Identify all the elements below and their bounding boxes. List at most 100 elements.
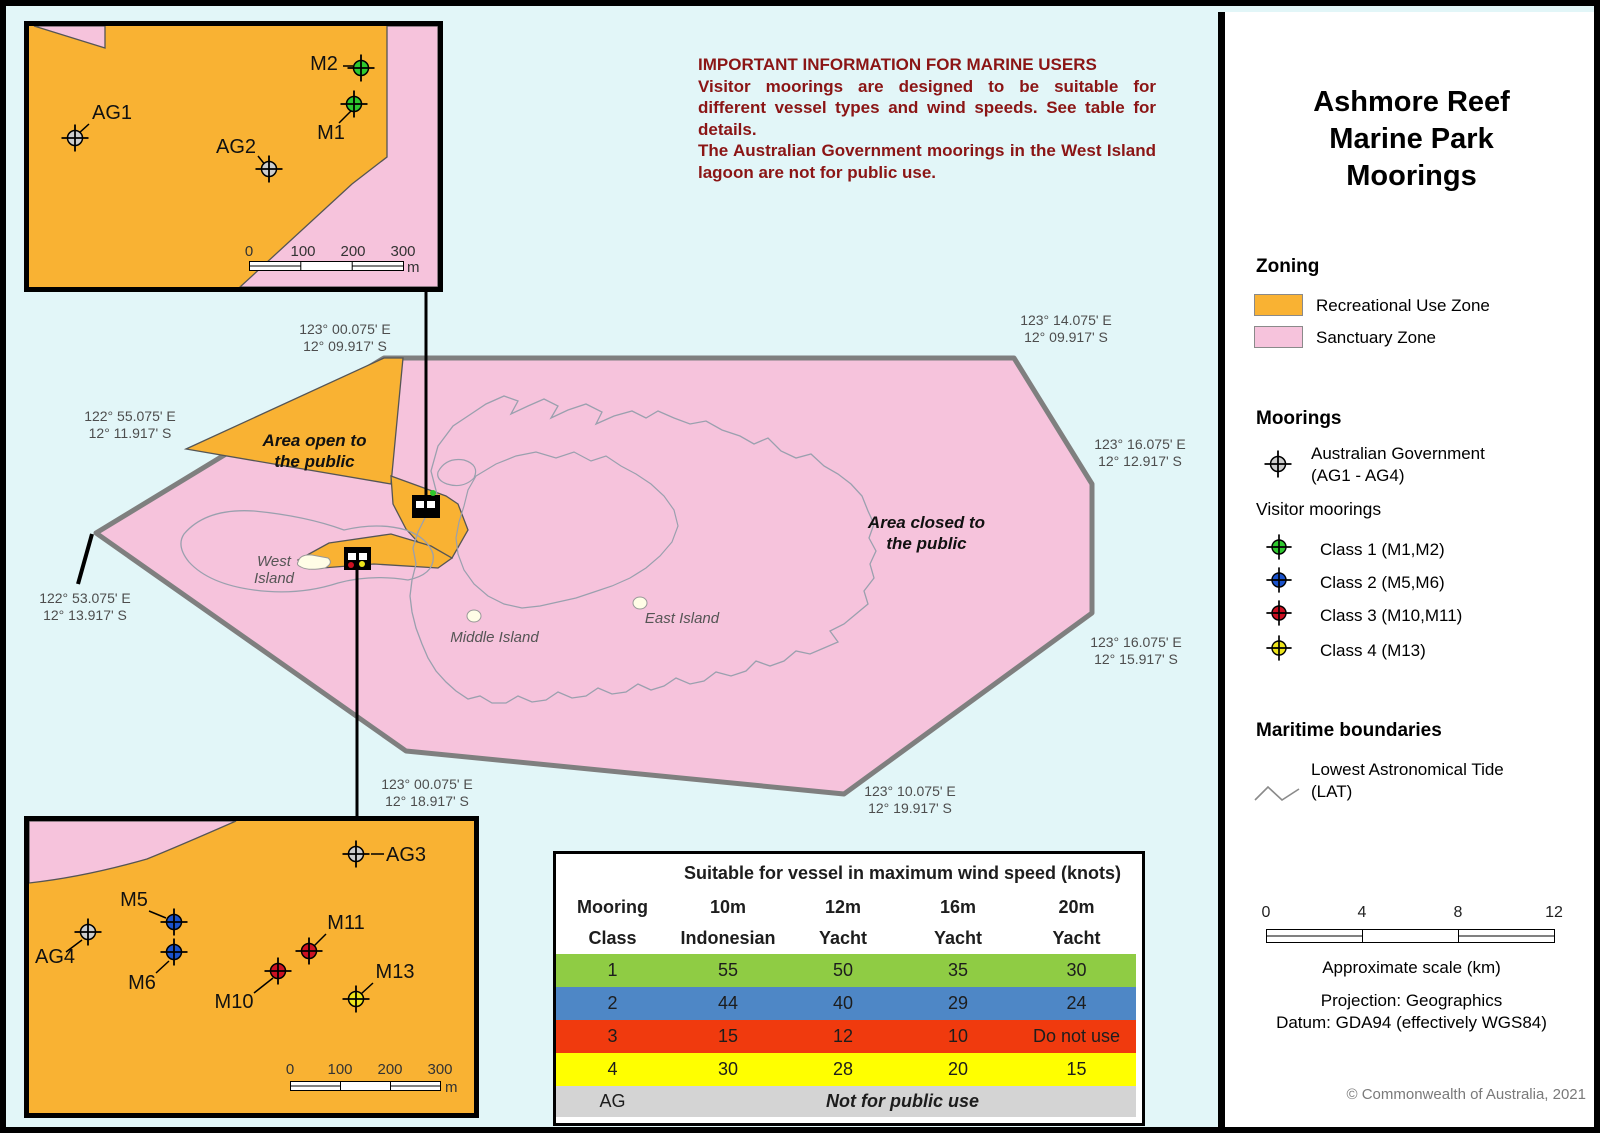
scale-unit: m xyxy=(445,1079,458,1096)
copyright-notice: © Commonwealth of Australia, 2021 xyxy=(1346,1086,1586,1103)
ag-mooring-legend-icon xyxy=(1263,449,1293,479)
mooring-symbol-ag4 xyxy=(73,917,103,947)
mooring-label-m1: M1 xyxy=(317,122,345,144)
inset2-extent-indicator xyxy=(344,547,371,570)
projection-label: Projection: Geographics xyxy=(1320,991,1503,1010)
coordinate-label: 122° 53.075' E 12° 13.917' S xyxy=(39,590,131,623)
mooring-label-m6: M6 xyxy=(128,972,156,994)
lat-line-icon xyxy=(1254,785,1300,802)
table-cell: 35 xyxy=(899,954,1017,987)
east-island-label: East Island xyxy=(644,610,720,627)
middle-island-label: Middle Island xyxy=(450,629,539,646)
col-header: 16m xyxy=(939,897,977,917)
table-cell: 12 xyxy=(787,1020,899,1053)
col-header: 12m xyxy=(824,897,862,917)
col-header: Yacht xyxy=(1052,928,1101,948)
east-island-shape xyxy=(632,596,648,610)
table-cell: 50 xyxy=(787,954,899,987)
page-title: Ashmore Reef Marine Park Moorings xyxy=(1313,86,1510,192)
table-cell: 30 xyxy=(669,1053,787,1086)
mooring-label-m2: M2 xyxy=(310,53,338,75)
class2-label: Class 2 (M5,M6) xyxy=(1320,573,1445,592)
table-cell: 1 xyxy=(556,954,669,987)
sanctuary-zone-label: Sanctuary Zone xyxy=(1316,328,1437,347)
mooring-label-ag1: AG1 xyxy=(91,102,133,124)
scale-tick: 0 xyxy=(244,243,254,260)
col-header: Class xyxy=(588,928,637,948)
info-paragraph: Visitor moorings are designed to be suit… xyxy=(698,76,1156,139)
scale-tick: 100 xyxy=(327,1061,353,1078)
scale-tick: 300 xyxy=(427,1061,453,1078)
mooring-symbol-m1 xyxy=(339,89,369,119)
coordinate-label: 122° 55.075' E 12° 11.917' S xyxy=(84,408,176,441)
scale-tick: 200 xyxy=(377,1061,403,1078)
legend-panel: Ashmore Reef Marine Park Moorings Zoning… xyxy=(1218,12,1594,1127)
col-header: Indonesian xyxy=(680,928,776,948)
mooring-label-m11: M11 xyxy=(327,912,365,934)
inset2-zones xyxy=(29,821,474,1113)
table-cell: 2 xyxy=(556,987,669,1020)
table-cell: 44 xyxy=(669,987,787,1020)
table-cell: 20 xyxy=(899,1053,1017,1086)
coordinate-label: 123° 16.075' E 12° 15.917' S xyxy=(1090,634,1182,667)
scale-tick: 4 xyxy=(1357,904,1367,921)
class4-mooring-legend-icon xyxy=(1265,634,1293,662)
mooring-label-ag2: AG2 xyxy=(215,136,257,158)
table-title: Suitable for vessel in maximum wind spee… xyxy=(683,862,1122,883)
mooring-symbol-m13 xyxy=(341,984,371,1014)
table-cell: 10 xyxy=(899,1020,1017,1053)
scale-caption: Approximate scale (km) xyxy=(1322,958,1501,977)
datum-label: Datum: GDA94 (effectively WGS84) xyxy=(1276,1013,1547,1032)
col-header: Yacht xyxy=(818,928,868,948)
info-paragraph: The Australian Government moorings in th… xyxy=(698,141,1156,182)
lat-label: Lowest Astronomical Tide (LAT) xyxy=(1311,760,1504,801)
class4-label: Class 4 (M13) xyxy=(1320,641,1426,660)
mooring-symbol-m11 xyxy=(294,936,324,966)
recreational-zone-swatch xyxy=(1254,294,1303,316)
inset2-scale-bar xyxy=(290,1081,441,1091)
west-island-label: West Island xyxy=(253,553,295,587)
area-closed-label: Area closed to the public xyxy=(867,513,986,553)
mooring-symbol-ag1 xyxy=(60,123,90,153)
table-cell: 28 xyxy=(787,1053,899,1086)
table-cell: AG xyxy=(556,1086,669,1117)
lat-reef-inner-outline xyxy=(455,451,679,609)
sanctuary-zone-swatch xyxy=(1254,326,1303,348)
table-ag-note: Not for public use xyxy=(669,1086,1136,1117)
inset1-scale-bar xyxy=(249,261,404,271)
lat-north-lagoon-outline xyxy=(437,458,477,487)
sidebar-scale-bar xyxy=(1266,929,1555,943)
mooring-symbol-ag3 xyxy=(341,839,371,869)
table-corner xyxy=(556,854,669,892)
class2-mooring-legend-icon xyxy=(1265,566,1293,594)
mooring-symbol-m6 xyxy=(159,937,189,967)
mooring-label-m10: M10 xyxy=(214,991,254,1013)
scale-tick: 200 xyxy=(340,243,366,260)
zoning-heading: Zoning xyxy=(1256,256,1320,277)
table-cell: 15 xyxy=(1017,1053,1136,1086)
coordinate-label: 123° 10.075' E 12° 19.917' S xyxy=(864,783,956,816)
scale-tick: 100 xyxy=(290,243,316,260)
west-island-shape xyxy=(296,554,331,570)
scale-tick: 300 xyxy=(390,243,416,260)
table-cell: 29 xyxy=(899,987,1017,1020)
col-header: 10m xyxy=(709,897,747,917)
area-open-label: Area open to the public xyxy=(262,431,367,471)
coordinate-label: 123° 00.075' E 12° 09.917' S xyxy=(299,321,391,354)
mooring-label-ag3: AG3 xyxy=(385,844,427,866)
info-heading: IMPORTANT INFORMATION FOR MARINE USERS xyxy=(698,55,1097,74)
mooring-label-m13: M13 xyxy=(375,961,415,983)
inset1-zones xyxy=(29,26,438,287)
mooring-label-m5: M5 xyxy=(120,889,148,911)
mooring-label-ag4: AG4 xyxy=(34,946,76,968)
inset-west-island-lagoon-south: AG3 AG4 M5 M6 M10 M11 M13 0 100 200 300 … xyxy=(24,816,479,1118)
scale-tick: 0 xyxy=(285,1061,295,1078)
coordinate-label: 123° 16.075' E 12° 12.917' S xyxy=(1094,436,1186,469)
table-cell: 30 xyxy=(1017,954,1136,987)
coordinate-label: 123° 00.075' E 12° 18.917' S xyxy=(381,776,473,809)
scale-tick: 8 xyxy=(1453,904,1463,921)
table-cell: Do not use xyxy=(1017,1020,1136,1053)
wind-speed-table: Suitable for vessel in maximum wind spee… xyxy=(553,851,1145,1126)
table-cell: 24 xyxy=(1017,987,1136,1020)
